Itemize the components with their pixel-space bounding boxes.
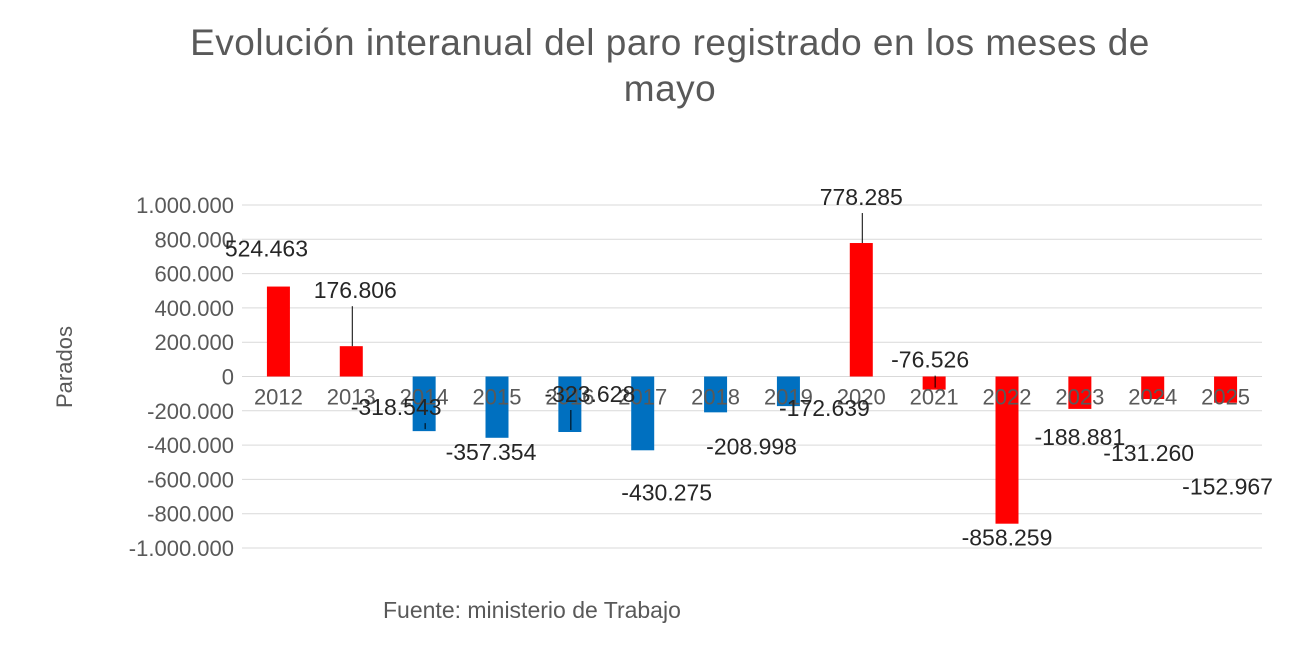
- x-tick-label: 2012: [254, 385, 303, 410]
- bar-2016: [558, 376, 582, 433]
- x-tick-label: 2021: [910, 385, 959, 410]
- y-tick-label: 600.000: [154, 262, 234, 287]
- bar-2017: [631, 376, 655, 451]
- data-label: -858.259: [962, 525, 1053, 551]
- data-label: -357.354: [446, 439, 537, 465]
- data-label: -430.275: [621, 479, 712, 505]
- x-tick-label: 2025: [1201, 385, 1250, 410]
- x-tick-label: 2017: [618, 385, 667, 410]
- bar-2020: [849, 243, 873, 377]
- bar-2014: [412, 376, 436, 432]
- bar-2024: [1141, 376, 1165, 400]
- x-tick-label: 2024: [1128, 385, 1177, 410]
- x-tick-label: 2018: [691, 385, 740, 410]
- data-label: -131.260: [1103, 440, 1194, 466]
- data-label: -152.967: [1182, 474, 1273, 500]
- bar-2023: [1068, 376, 1092, 409]
- source-note: Fuente: ministerio de Trabajo: [383, 597, 681, 623]
- y-tick-label: 800.000: [154, 227, 234, 252]
- y-tick-label: -400.000: [147, 433, 234, 458]
- x-tick-label: 2023: [1055, 385, 1104, 410]
- y-tick-label: 200.000: [154, 330, 234, 355]
- y-tick-label: -800.000: [147, 502, 234, 527]
- y-tick-label: 0: [222, 365, 234, 390]
- bar-2018: [704, 376, 728, 413]
- x-tick-label: 2020: [837, 385, 886, 410]
- data-label: 524.463: [225, 236, 308, 262]
- data-label: -76.526: [891, 347, 969, 373]
- y-tick-label: -200.000: [147, 399, 234, 424]
- bar-2021: [922, 376, 946, 390]
- bar-2025: [1214, 376, 1238, 403]
- bar-2019: [776, 376, 800, 407]
- y-tick-label: 1.000.000: [136, 193, 234, 218]
- x-tick-label: 2015: [473, 385, 522, 410]
- data-label: -172.639: [779, 395, 870, 421]
- x-tick-label: 2016: [545, 385, 594, 410]
- data-label: 778.285: [820, 184, 903, 210]
- bar-2012: [266, 286, 290, 377]
- data-label: -208.998: [706, 433, 797, 459]
- y-tick-label: 400.000: [154, 296, 234, 321]
- x-tick-label: 2019: [764, 385, 813, 410]
- bar-2013: [339, 346, 363, 377]
- data-label: -188.881: [1034, 424, 1125, 450]
- y-tick-label: -600.000: [147, 467, 234, 492]
- x-tick-label: 2013: [327, 385, 376, 410]
- data-label: -323.628: [544, 381, 635, 407]
- chart-title: Evolución interanual del paro registrado…: [190, 22, 1150, 109]
- data-label: -318.543: [351, 394, 442, 420]
- bar-2015: [485, 376, 509, 438]
- data-label: 176.806: [314, 277, 397, 303]
- x-tick-label: 2022: [983, 385, 1032, 410]
- x-tick-label: 2014: [400, 385, 449, 410]
- y-tick-label: -1.000.000: [129, 536, 234, 561]
- bar-2022: [995, 376, 1019, 524]
